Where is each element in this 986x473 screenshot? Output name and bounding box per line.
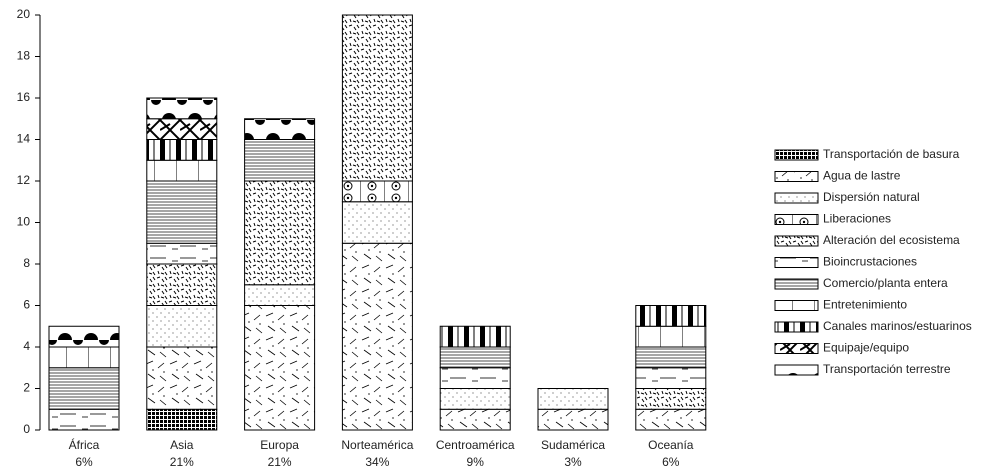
bar-segment <box>146 139 218 161</box>
y-tick-label: 18 <box>17 49 31 63</box>
category-share: 3% <box>564 455 582 469</box>
y-tick-label: 8 <box>23 256 30 270</box>
category-share: 6% <box>75 455 93 469</box>
bar-segment <box>244 180 316 286</box>
legend-label: Agua de lastre <box>823 169 901 183</box>
legend-label: Comercio/planta entera <box>823 276 948 290</box>
bar-segment <box>244 284 316 306</box>
category-share: 9% <box>467 455 485 469</box>
x-tick-label: Oceanía <box>648 438 694 452</box>
y-tick-label: 16 <box>17 90 31 104</box>
bar-segment <box>146 118 218 140</box>
y-tick-label: 12 <box>17 173 31 187</box>
legend-swatch <box>774 257 819 268</box>
legend-label: Bioincrustaciones <box>823 255 917 269</box>
legend-label: Equipaje/equipo <box>823 341 909 355</box>
legend-label: Transportación de basura <box>823 147 960 161</box>
bar-segment <box>635 346 707 369</box>
bar-segment <box>48 408 120 431</box>
legend-label: Alteración del ecosistema <box>823 233 960 247</box>
category-share: 6% <box>662 455 680 469</box>
bar-segment <box>146 180 218 244</box>
bar-segment <box>146 159 218 182</box>
legend-label: Entretenimiento <box>823 298 907 312</box>
legend-swatch <box>774 278 819 290</box>
bar-segment <box>146 263 218 306</box>
bar-segment <box>635 305 707 327</box>
bar-segment <box>244 139 316 182</box>
bar-segment <box>439 346 511 369</box>
category-share: 21% <box>268 455 292 469</box>
bar-segment <box>146 242 218 265</box>
bar-segment <box>635 388 707 410</box>
bar-segment <box>439 367 511 389</box>
bar-segment <box>439 388 511 410</box>
bar-segment <box>244 305 316 431</box>
x-tick-label: Europa <box>260 438 299 452</box>
x-tick-label: Asia <box>170 438 194 452</box>
bar-segment <box>537 408 609 431</box>
legend-label: Liberaciones <box>823 212 891 226</box>
legend-swatch <box>774 149 819 161</box>
category-share: 21% <box>170 455 194 469</box>
legend-label: Canales marinos/estuarinos <box>823 319 972 333</box>
bar-segment <box>635 325 707 348</box>
legend-swatch <box>774 321 819 333</box>
bar-segment <box>146 305 218 348</box>
legend-label: Dispersión natural <box>823 190 920 204</box>
bar-segment <box>341 14 413 182</box>
legend-label: Transportación terrestre <box>823 362 951 376</box>
bar-segment <box>146 408 218 431</box>
x-tick-label: África <box>69 437 100 452</box>
legend-swatch <box>774 214 819 225</box>
y-tick-label: 6 <box>23 298 30 312</box>
bar-segment <box>244 118 316 140</box>
bar-segment <box>146 97 218 120</box>
legend-swatch <box>774 171 819 182</box>
legend-swatch <box>774 343 819 354</box>
bar-segment <box>537 388 609 410</box>
bar-segment <box>635 408 707 431</box>
legend-swatch <box>774 192 819 204</box>
y-tick-label: 4 <box>23 339 30 353</box>
bar-segment <box>48 367 120 410</box>
bar-segment <box>48 325 120 348</box>
bar-segment <box>146 346 218 410</box>
x-tick-label: Sudamérica <box>541 438 605 452</box>
category-share: 34% <box>365 455 389 469</box>
y-tick-label: 20 <box>17 7 31 21</box>
legend-swatch <box>774 300 819 311</box>
legend-swatch <box>774 235 819 247</box>
x-tick-label: Centroamérica <box>436 438 515 452</box>
y-tick-label: 14 <box>17 132 31 146</box>
bar-segment <box>439 408 511 431</box>
bar-segment <box>341 242 413 431</box>
y-tick-label: 0 <box>23 422 30 436</box>
bar-segment <box>635 367 707 389</box>
bar-segment <box>341 180 413 203</box>
bar-segment <box>341 201 413 244</box>
bar-segment <box>439 325 511 348</box>
bar-segment <box>48 346 120 369</box>
y-tick-label: 2 <box>23 381 30 395</box>
y-tick-label: 10 <box>17 215 31 229</box>
x-tick-label: Norteamérica <box>341 438 413 452</box>
legend-swatch <box>774 364 819 376</box>
